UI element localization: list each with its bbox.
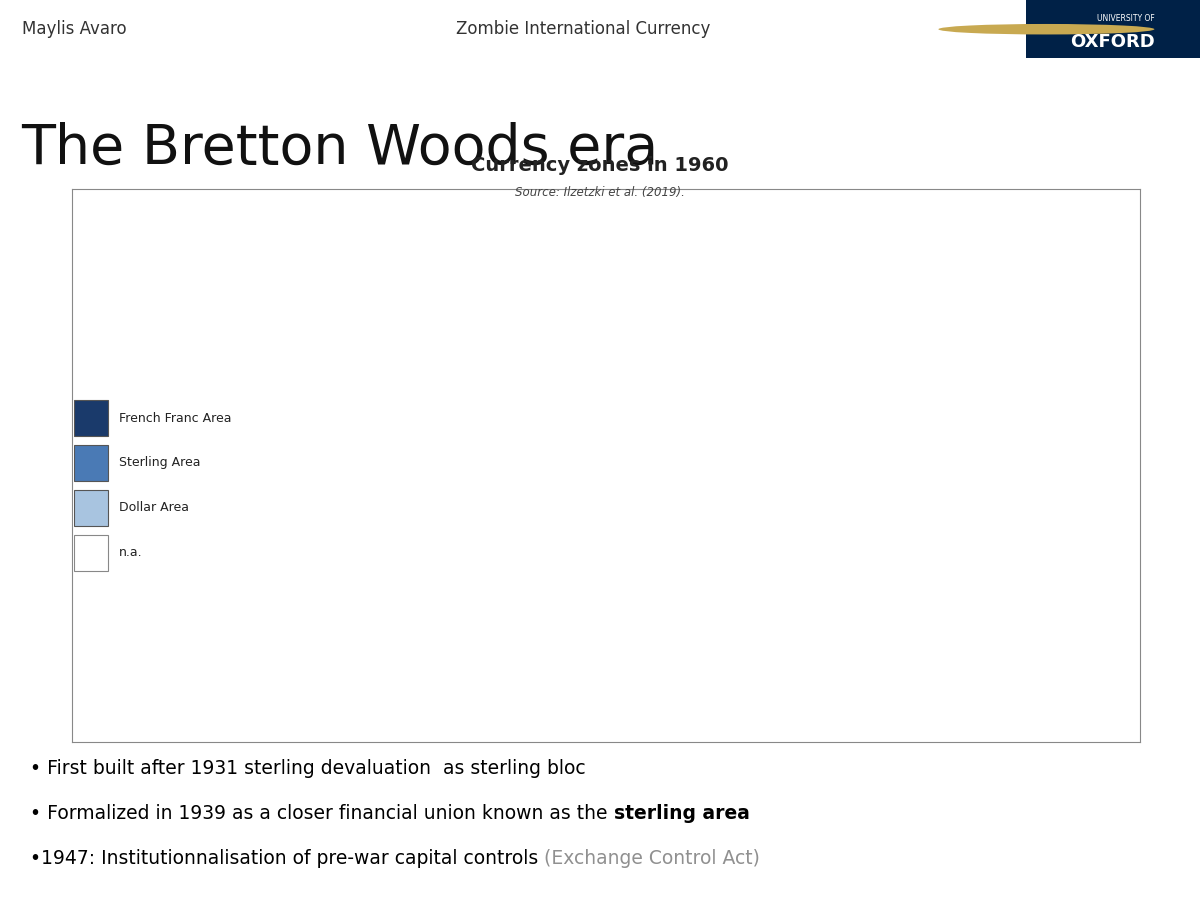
Bar [74,535,108,571]
Text: Source: Ilzetzki et al. (2019).: Source: Ilzetzki et al. (2019). [515,186,685,199]
Text: (Exchange Control Act): (Exchange Control Act) [545,849,760,868]
Bar [74,400,108,436]
Bar [74,445,108,481]
Text: • Formalized in 1939 as a closer financial union known as the: • Formalized in 1939 as a closer financi… [30,804,613,823]
Bar [74,490,108,526]
Text: sterling area: sterling area [613,804,749,823]
Text: Currency zones in 1960: Currency zones in 1960 [472,156,728,175]
Text: Zombie International Currency: Zombie International Currency [456,20,710,39]
Text: The Bretton Woods era: The Bretton Woods era [22,121,659,175]
Text: •1947: Institutionnalisation of pre-war capital controls: •1947: Institutionnalisation of pre-war … [30,849,545,868]
Text: • First built after 1931 sterling devaluation  as sterling bloc: • First built after 1931 sterling devalu… [30,759,586,779]
Text: Maylis Avaro: Maylis Avaro [22,20,126,39]
Text: n.a.: n.a. [119,547,143,559]
Text: OXFORD: OXFORD [1069,33,1154,51]
Circle shape [938,24,1154,34]
Text: French Franc Area: French Franc Area [119,412,232,424]
Text: UNIVERSITY OF: UNIVERSITY OF [1097,14,1154,23]
Bar [1026,0,1200,58]
Text: Sterling Area: Sterling Area [119,457,200,469]
Text: Dollar Area: Dollar Area [119,502,190,514]
